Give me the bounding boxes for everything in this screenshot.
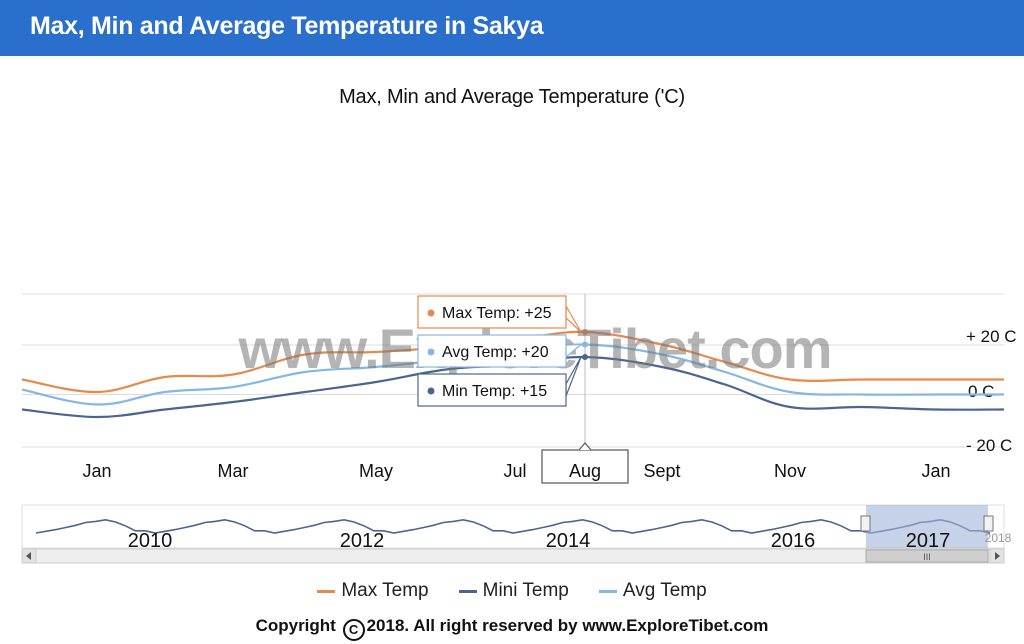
tooltip-label: Min Temp: +15 [442, 383, 547, 400]
navigator[interactable]: 2010 2012 2014 2016 2017 2018 [21, 504, 1012, 552]
y-axis-label: + 20 C [966, 327, 1017, 346]
tooltip-label: Avg Temp: +20 [442, 344, 549, 361]
copyright-prefix: Copyright [255, 616, 336, 635]
legend-item-avg[interactable]: Avg Temp [598, 578, 707, 604]
scrollbar-grip: III [923, 552, 931, 562]
scroll-left-arrow-icon [26, 552, 31, 560]
data-point-avg-temp[interactable] [933, 392, 939, 398]
legend-label-avg: Avg Temp [622, 580, 707, 601]
copyright-icon: C [342, 619, 365, 641]
tooltip: Max Temp: +25 Avg Temp: +20 Min Temp: +15 [417, 295, 583, 407]
chart-title: Max, Min and Average Temperature ('C) [339, 86, 685, 108]
x-axis-label: Sept [643, 461, 680, 481]
x-axis-label: Aug [569, 461, 601, 481]
tooltip-bullet [427, 387, 435, 395]
copyright-notice: Copyright C 2018. All right reserved by w… [0, 616, 1024, 641]
navigator-selection[interactable] [866, 505, 988, 548]
data-point-avg-temp[interactable] [582, 341, 588, 348]
data-point-max-temp[interactable] [933, 377, 939, 383]
navigator-handle-left[interactable] [860, 515, 871, 532]
data-point-min-temp[interactable] [582, 354, 588, 360]
legend-label-min: Mini Temp [482, 580, 569, 601]
chart-legend: Max Temp Mini Temp Avg Temp [0, 578, 1024, 604]
legend-swatch-max [317, 589, 336, 593]
y-axis-label: 0 C [968, 382, 994, 401]
tooltip-bullet [427, 348, 435, 356]
tooltip-box [417, 295, 567, 329]
x-axis-label: Jan [921, 461, 950, 481]
data-point-avg-temp[interactable] [162, 389, 168, 395]
x-axis-label: Nov [774, 461, 806, 481]
data-point-avg-temp[interactable] [859, 392, 865, 398]
tooltip-box [417, 334, 567, 368]
data-point-min-temp[interactable] [19, 407, 25, 413]
data-point-max-temp[interactable] [582, 329, 588, 335]
data-point-max-temp[interactable] [19, 377, 25, 383]
data-point-min-temp[interactable] [787, 404, 793, 410]
legend-swatch-avg [598, 589, 617, 593]
y-axis-label: - 20 C [966, 436, 1012, 455]
data-point-max-temp[interactable] [859, 377, 865, 383]
navigator-year-label: 2010 [128, 530, 173, 552]
data-point-avg-temp[interactable] [19, 387, 25, 393]
navigator-year-label: 2014 [546, 530, 591, 552]
data-point-min-temp[interactable] [94, 414, 100, 420]
x-axis-label: Mar [218, 461, 249, 481]
data-point-max-temp[interactable] [230, 372, 236, 378]
data-point-avg-temp[interactable] [787, 389, 793, 395]
data-point-max-temp[interactable] [94, 389, 100, 395]
navigator-handle-right[interactable] [983, 515, 994, 532]
x-axis-highlight-pointer [578, 442, 592, 451]
navigator-scrollbar[interactable]: III [21, 548, 1005, 564]
tooltip-bullet [427, 309, 435, 317]
legend-item-min[interactable]: Mini Temp [458, 578, 569, 604]
scrollbar-thumb[interactable] [865, 549, 989, 563]
data-point-avg-temp[interactable] [94, 402, 100, 408]
navigator-year-label: 2018 [985, 531, 1012, 545]
scrollbar-track[interactable] [21, 548, 1005, 564]
data-point-min-temp[interactable] [933, 407, 939, 413]
navigator-line [35, 518, 991, 534]
navigator-frame [21, 504, 1005, 549]
data-point-max-temp[interactable] [162, 374, 168, 380]
data-point-min-temp[interactable] [859, 404, 865, 410]
legend-swatch-min [458, 589, 477, 593]
data-point-avg-temp[interactable] [230, 384, 236, 390]
tooltip-label: Max Temp: +25 [442, 305, 552, 322]
navigator-year-label: 2016 [771, 530, 816, 552]
data-point-min-temp[interactable] [722, 382, 728, 388]
navigator-year-label: 2017 [906, 530, 951, 552]
data-point-min-temp[interactable] [302, 389, 308, 395]
x-axis-label: Jul [503, 461, 526, 481]
data-point-min-temp[interactable] [230, 399, 236, 405]
tooltip-box [417, 373, 567, 407]
page-header: Max, Min and Average Temperature in Saky… [0, 0, 1024, 56]
page-title: Max, Min and Average Temperature in Saky… [30, 12, 544, 40]
x-axis-label: Jan [82, 461, 111, 481]
scroll-right-arrow-icon [995, 552, 1000, 560]
data-point-min-temp[interactable] [162, 407, 168, 413]
navigator-year-label: 2012 [340, 530, 385, 552]
legend-label-max: Max Temp [341, 580, 429, 601]
legend-item-max[interactable]: Max Temp [317, 578, 429, 604]
x-axis-label: May [359, 461, 393, 481]
copyright-text: 2018. All right reserved by www.ExploreT… [366, 616, 769, 635]
